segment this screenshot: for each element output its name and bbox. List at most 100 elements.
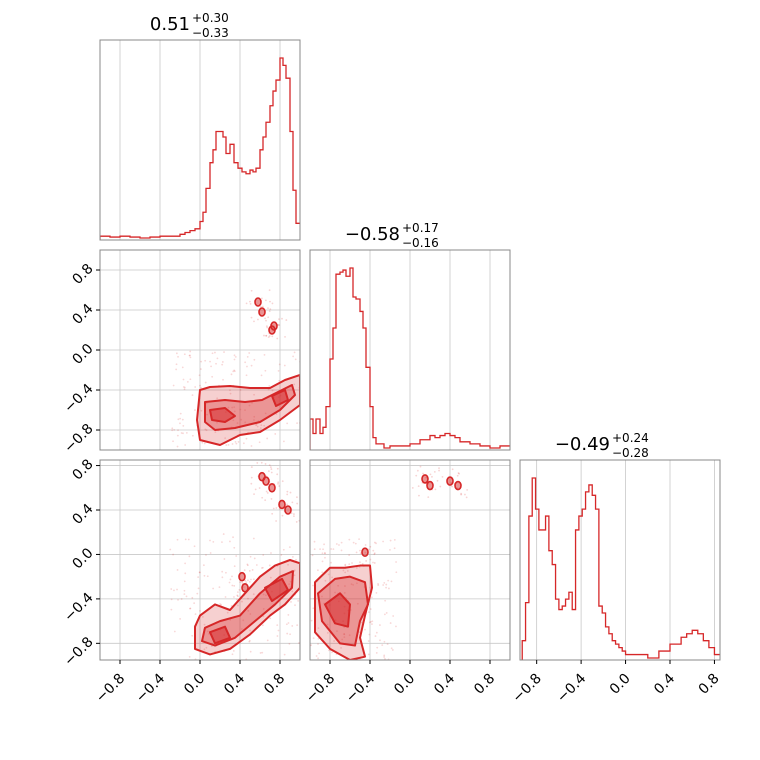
scatter-point xyxy=(234,440,237,443)
scatter-point xyxy=(227,443,230,446)
scatter-point xyxy=(262,607,265,610)
contour-outer xyxy=(196,374,300,446)
scatter-point xyxy=(317,627,320,630)
scatter-point xyxy=(346,673,348,675)
scatter-point xyxy=(375,652,378,654)
scatter-point xyxy=(308,660,310,662)
scatter-point xyxy=(382,584,385,586)
scatter-point xyxy=(288,643,291,645)
scatter-point xyxy=(236,598,238,601)
density-panel-1-0 xyxy=(99,249,321,460)
scatter-point xyxy=(416,469,419,472)
scatter-point xyxy=(222,378,224,381)
scatter-point xyxy=(184,538,187,541)
scatter-point xyxy=(176,453,178,455)
contour-island xyxy=(270,321,278,331)
scatter-point xyxy=(175,363,178,366)
scatter-point xyxy=(383,654,386,657)
scatter-point xyxy=(248,640,251,643)
scatter-point xyxy=(253,557,256,560)
scatter-point xyxy=(246,564,249,567)
scatter-point xyxy=(313,575,315,577)
scatter-point xyxy=(270,498,273,500)
scatter-point xyxy=(319,379,321,381)
scatter-point xyxy=(261,496,264,499)
scatter-point xyxy=(386,643,389,646)
scatter-point xyxy=(259,305,262,308)
scatter-point xyxy=(344,563,347,566)
scatter-point xyxy=(286,632,289,635)
scatter-point xyxy=(373,541,376,544)
scatter-point xyxy=(196,592,199,595)
scatter-point xyxy=(233,546,236,549)
scatter-point xyxy=(297,666,299,668)
scatter-point xyxy=(385,586,387,589)
scatter-point xyxy=(235,555,238,557)
scatter-point xyxy=(431,475,433,478)
scatter-point xyxy=(262,615,265,618)
scatter-point xyxy=(436,479,439,482)
scatter-point xyxy=(346,570,349,572)
x-tick-label: −0.8 xyxy=(303,671,338,706)
scatter-point xyxy=(184,572,187,575)
scatter-point xyxy=(419,465,422,468)
scatter-point xyxy=(289,633,291,636)
scatter-point xyxy=(301,458,303,460)
x-axis-0: −0.8 −0.4 0.0 0.4 0.8 xyxy=(93,660,288,706)
scatter-point xyxy=(225,457,227,459)
scatter-point xyxy=(224,437,227,440)
contour-island xyxy=(426,480,434,491)
scatter-point xyxy=(441,475,444,478)
scatter-point xyxy=(210,365,212,368)
scatter-point xyxy=(351,562,353,564)
scatter-point xyxy=(248,404,251,407)
contour-core xyxy=(324,592,351,628)
histogram-line xyxy=(310,267,510,450)
scatter-point xyxy=(278,363,281,366)
scatter-point xyxy=(182,378,185,381)
contour-island xyxy=(238,571,246,582)
scatter-point xyxy=(364,628,366,631)
scatter-point xyxy=(185,432,188,434)
scatter-point xyxy=(212,675,214,677)
scatter-point xyxy=(250,316,253,319)
scatter-point xyxy=(298,668,300,670)
scatter-point xyxy=(381,644,384,646)
scatter-point xyxy=(189,350,192,353)
scatter-point xyxy=(197,587,200,590)
scatter-point xyxy=(246,563,249,566)
title-minus: −0.16 xyxy=(402,236,439,250)
scatter-point xyxy=(205,554,207,556)
scatter-point xyxy=(379,624,381,626)
scatter-point xyxy=(182,432,184,435)
scatter-point xyxy=(415,474,418,477)
scatter-point xyxy=(356,582,358,585)
scatter-point xyxy=(460,493,463,496)
contour-island xyxy=(361,547,369,558)
scatter-point xyxy=(307,358,309,360)
scatter-point xyxy=(348,675,350,677)
scatter-point xyxy=(219,603,221,605)
scatter-point xyxy=(170,608,173,611)
scatter-point xyxy=(181,418,184,421)
scatter-point xyxy=(244,579,247,582)
scatter-point xyxy=(372,549,375,552)
scatter-point xyxy=(234,452,236,454)
scatter-point xyxy=(269,308,272,311)
scatter-point xyxy=(180,598,183,600)
scatter-point xyxy=(276,467,279,470)
x-tick-label: 0.4 xyxy=(221,671,248,698)
scatter-point xyxy=(248,580,251,583)
scatter-point xyxy=(275,413,278,416)
scatter-point xyxy=(198,571,201,574)
scatter-point xyxy=(267,307,269,310)
scatter-point xyxy=(185,595,188,598)
scatter-point xyxy=(289,580,292,583)
scatter-point xyxy=(198,374,201,377)
x-tick-label: 0.0 xyxy=(391,671,418,698)
scatter-point xyxy=(200,360,203,363)
scatter-point xyxy=(321,571,324,574)
scatter-point xyxy=(344,564,347,567)
scatter-point xyxy=(375,631,378,634)
scatter-point xyxy=(183,593,186,596)
